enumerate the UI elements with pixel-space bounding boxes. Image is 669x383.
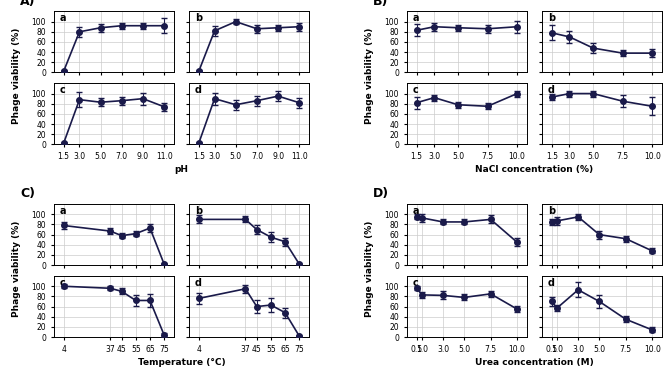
Text: d: d <box>195 278 201 288</box>
Text: Temperature (°C): Temperature (°C) <box>138 358 225 367</box>
Text: b: b <box>548 206 555 216</box>
Text: d: d <box>548 85 555 95</box>
Text: Phage viability (%): Phage viability (%) <box>12 28 21 124</box>
Text: d: d <box>548 278 555 288</box>
Text: a: a <box>413 13 419 23</box>
Text: a: a <box>60 206 66 216</box>
Text: b: b <box>195 13 202 23</box>
Text: Phage viability (%): Phage viability (%) <box>365 221 374 317</box>
Text: D): D) <box>373 187 389 200</box>
Text: b: b <box>548 13 555 23</box>
Text: a: a <box>60 13 66 23</box>
Text: Urea concentration (M): Urea concentration (M) <box>475 358 594 367</box>
Text: c: c <box>413 85 418 95</box>
Text: a: a <box>413 206 419 216</box>
Text: Phage viability (%): Phage viability (%) <box>365 28 374 124</box>
Text: NaCl concentration (%): NaCl concentration (%) <box>476 165 593 174</box>
Text: Phage viability (%): Phage viability (%) <box>12 221 21 317</box>
Text: C): C) <box>20 187 35 200</box>
Text: c: c <box>413 278 418 288</box>
Text: A): A) <box>20 0 35 8</box>
Text: b: b <box>195 206 202 216</box>
Text: c: c <box>60 85 66 95</box>
Text: pH: pH <box>175 165 189 174</box>
Text: d: d <box>195 85 201 95</box>
Text: B): B) <box>373 0 389 8</box>
Text: c: c <box>60 278 66 288</box>
